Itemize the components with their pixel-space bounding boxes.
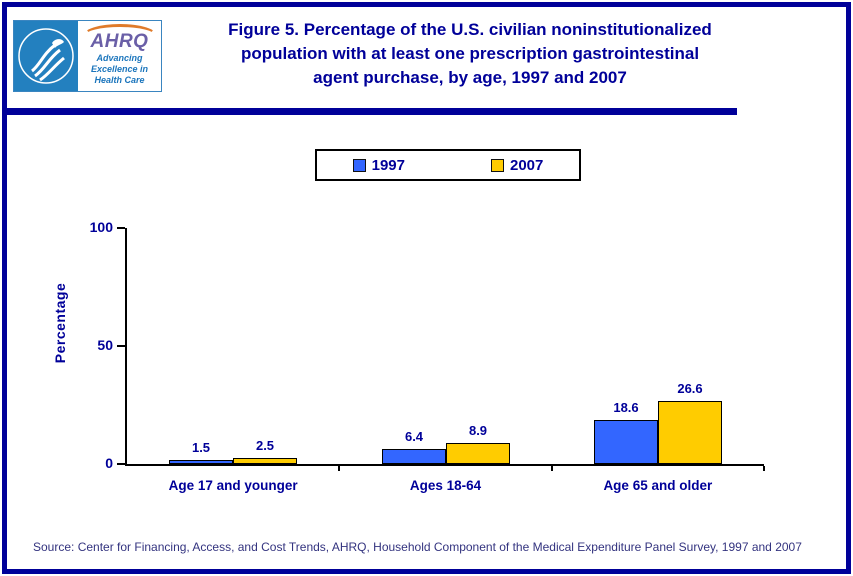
- bar-1997-ages-18-64: [382, 449, 446, 464]
- legend-label-2007: 2007: [510, 156, 544, 174]
- x-axis-category-label-1: Ages 18-64: [409, 478, 482, 493]
- legend-swatch-2007: [491, 158, 504, 172]
- x-axis-tick-1: [338, 466, 340, 471]
- bar-value-1997-1: 6.4: [404, 429, 424, 444]
- y-axis-tick-label-0: 0: [105, 455, 113, 471]
- legend-swatch-1997: [352, 158, 366, 172]
- figure-title-line-1: Figure 5. Percentage of the U.S. civilia…: [228, 20, 712, 39]
- bar-2007-age-65-and-older: [658, 401, 722, 464]
- tagline-line-3: Health Care: [94, 74, 145, 85]
- bar-value-2007-2: 26.6: [677, 381, 703, 396]
- bar-value-1997-0: 1.5: [191, 440, 211, 455]
- plot-area: 0 50 100 1.5 2.5 Age 17 and younger 6.4 8.9 Ages…: [90, 219, 765, 493]
- x-axis-category-label-2: Age 65 and older: [603, 478, 713, 493]
- hhs-eagle-seal-icon: [14, 28, 78, 91]
- tagline-line-1: Advancing: [96, 53, 143, 63]
- figure-title-line-2: population with at least one prescriptio…: [240, 43, 700, 63]
- bar-1997-age-17-and-younger: [169, 460, 233, 464]
- y-axis-tick-100: [117, 227, 125, 229]
- ahrq-logo-panel: AHRQ Advancing Excellence in Health Care: [78, 21, 161, 91]
- figure-title-line-3: agent purchase, by age, 1997 and 2007: [313, 67, 627, 87]
- x-axis-category-label-0: Age 17 and younger: [168, 478, 298, 493]
- y-axis-tick-label-50: 50: [97, 337, 113, 353]
- legend-item-1997: 1997: [352, 156, 405, 174]
- figure-title: Figure 5. Percentage of the U.S. civilia…: [165, 18, 775, 89]
- x-axis-tick-3: [763, 466, 765, 471]
- chart-legend: 1997 2007: [315, 149, 581, 181]
- bar-2007-ages-18-64: [446, 443, 510, 464]
- y-axis-tick-50: [117, 345, 125, 347]
- y-axis-tick-label-100: 100: [89, 219, 113, 235]
- y-axis-label: Percentage: [52, 282, 68, 364]
- bar-value-1997-2: 18.6: [613, 400, 639, 415]
- legend-label-1997: 1997: [371, 156, 405, 174]
- header-divider-bar: [7, 108, 737, 115]
- x-axis-tick-2: [551, 466, 553, 471]
- bar-value-2007-1: 8.9: [468, 423, 488, 438]
- bar-2007-age-17-and-younger: [233, 458, 297, 464]
- bar-value-2007-0: 2.5: [255, 438, 275, 453]
- legend-item-2007: 2007: [491, 157, 543, 174]
- ahrq-swoosh-icon: [83, 24, 157, 47]
- tagline-line-2: Excellence in: [90, 63, 149, 74]
- ahrq-hhs-logo: AHRQ Advancing Excellence in Health Care: [13, 20, 162, 92]
- ahrq-tagline: Advancing Excellence in Health Care: [78, 53, 161, 85]
- source-note: Source: Center for Financing, Access, an…: [33, 540, 802, 554]
- hhs-logo-panel: [14, 21, 78, 91]
- bar-1997-age-65-and-older: [594, 420, 658, 464]
- y-axis-tick-0: [117, 463, 125, 465]
